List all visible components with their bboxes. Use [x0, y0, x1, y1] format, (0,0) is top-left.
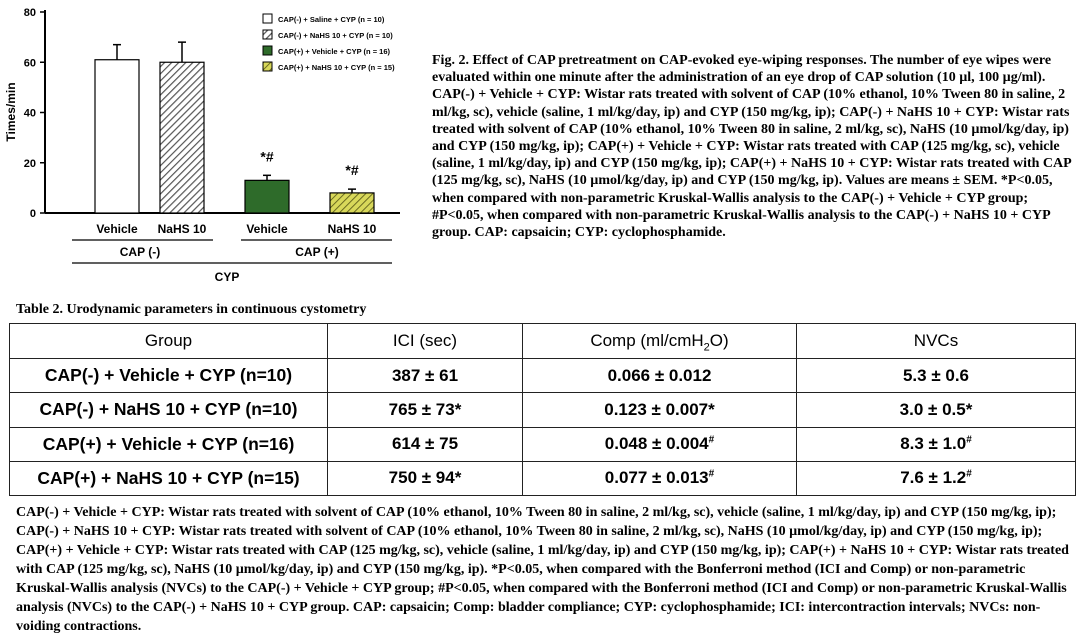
- cell-ici-value: 765 ± 73: [388, 399, 455, 419]
- cell-nvcs-value: 8.3 ± 1.0: [900, 434, 967, 454]
- bar: [94, 59, 140, 214]
- urodynamic-table: Group ICI (sec) Comp (ml/cmH2O) NVCs CAP…: [9, 323, 1076, 497]
- category-label: Vehicle: [96, 222, 138, 236]
- table-footnote: CAP(-) + Vehicle + CYP: Wistar rats trea…: [16, 505, 1069, 634]
- y-axis-label: Times/min: [4, 82, 18, 141]
- cell-comp-value: 0.123 ± 0.007: [604, 399, 709, 419]
- legend-swatch: [262, 29, 273, 40]
- figure-caption: Fig. 2. Effect of CAP pretreatment on CA…: [432, 53, 1071, 241]
- cell-group: CAP(+) + NaHS 10 + CYP (n=15): [9, 460, 328, 497]
- cell-ici: 750 ± 94*: [327, 460, 523, 497]
- header-comp-sub: 2: [703, 341, 710, 354]
- header-comp: Comp (ml/cmH2O): [522, 323, 797, 359]
- y-tick-label: 80: [24, 7, 36, 19]
- cell-ici-mark: *: [454, 399, 462, 419]
- cell-ici-value: 614 ± 75: [391, 434, 459, 454]
- cell-group: CAP(+) + Vehicle + CYP (n=16): [9, 426, 328, 462]
- group-label: CAP (+): [295, 245, 338, 259]
- header-comp-end: O): [709, 331, 729, 350]
- legend-entry: CAP(+) + Vehicle + CYP (n = 16): [278, 47, 390, 56]
- cell-ici-value: 750 ± 94: [388, 468, 455, 488]
- table-row: CAP(-) + NaHS 10 + CYP (n=10) 765 ± 73* …: [9, 392, 1076, 428]
- group-label: CAP (-): [120, 245, 160, 259]
- cell-nvcs-value: 5.3 ± 0.6: [902, 365, 970, 385]
- cell-nvcs-mark: *: [965, 399, 973, 419]
- cell-comp: 0.066 ± 0.012: [522, 357, 797, 394]
- cell-comp: 0.077 ± 0.013#: [522, 460, 797, 497]
- cell-comp: 0.048 ± 0.004#: [522, 426, 797, 462]
- cell-nvcs: 7.6 ± 1.2#: [796, 460, 1076, 497]
- cell-ici: 614 ± 75: [327, 426, 523, 462]
- cell-nvcs: 8.3 ± 1.0#: [796, 426, 1076, 462]
- y-tick-label: 0: [30, 208, 36, 220]
- cell-comp-value: 0.077 ± 0.013: [604, 468, 709, 488]
- cell-comp-value: 0.066 ± 0.012: [607, 365, 712, 385]
- cell-comp-mark: #: [708, 468, 715, 480]
- cell-ici: 387 ± 61: [327, 357, 523, 394]
- cell-comp-mark: #: [708, 434, 715, 446]
- cell-group: CAP(-) + NaHS 10 + CYP (n=10): [9, 392, 328, 428]
- legend-swatch: [262, 45, 273, 56]
- significance-mark: *#: [345, 162, 358, 178]
- cell-nvcs-value: 3.0 ± 0.5: [899, 399, 966, 419]
- category-label: Vehicle: [246, 222, 288, 236]
- table-title: Table 2. Urodynamic parameters in contin…: [16, 302, 367, 317]
- bar: [329, 192, 375, 214]
- bar: [159, 61, 205, 214]
- bar-chart: 0 20 40 60 80 Times/min Vehicle NaHS 10 *# Vehicl…: [4, 7, 400, 284]
- cell-comp: 0.123 ± 0.007*: [522, 392, 797, 428]
- legend-swatch: [262, 61, 273, 72]
- cell-ici-mark: *: [454, 468, 462, 488]
- cell-nvcs-mark: #: [966, 434, 972, 446]
- table-row: CAP(-) + Vehicle + CYP (n=10) 387 ± 61 0…: [9, 357, 1076, 394]
- cell-nvcs: 3.0 ± 0.5*: [796, 392, 1076, 428]
- x-axis-label: CYP: [215, 270, 240, 284]
- y-tick-label: 40: [24, 108, 36, 120]
- legend-entry: CAP(+) + NaHS 10 + CYP (n = 15): [278, 63, 395, 72]
- cell-comp-value: 0.048 ± 0.004: [604, 434, 709, 454]
- bar: [244, 179, 290, 214]
- legend-entry: CAP(-) + Saline + CYP (n = 10): [278, 15, 385, 24]
- header-comp-main: Comp (ml/cmH: [590, 331, 704, 350]
- cell-group: CAP(-) + Vehicle + CYP (n=10): [9, 357, 328, 394]
- category-label: NaHS 10: [328, 222, 377, 236]
- cell-ici-value: 387 ± 61: [391, 365, 459, 385]
- cell-nvcs-value: 7.6 ± 1.2: [900, 468, 967, 488]
- significance-mark: *#: [260, 148, 273, 164]
- y-tick-label: 20: [24, 158, 36, 170]
- table-header-row: Group ICI (sec) Comp (ml/cmH2O) NVCs: [9, 323, 1076, 359]
- table-row: CAP(+) + Vehicle + CYP (n=16) 614 ± 75 0…: [9, 426, 1076, 462]
- header-group: Group: [9, 323, 328, 359]
- category-label: NaHS 10: [158, 222, 207, 236]
- table-row: CAP(+) + NaHS 10 + CYP (n=15) 750 ± 94* …: [9, 460, 1076, 497]
- header-nvcs: NVCs: [796, 323, 1076, 359]
- legend-entry: CAP(-) + NaHS 10 + CYP (n = 10): [278, 31, 393, 40]
- cell-nvcs-mark: #: [966, 468, 972, 480]
- legend-swatch: [262, 13, 273, 24]
- cell-nvcs: 5.3 ± 0.6: [796, 357, 1076, 394]
- cell-comp-mark: *: [708, 399, 715, 419]
- cell-ici: 765 ± 73*: [327, 392, 523, 428]
- header-ici: ICI (sec): [327, 323, 523, 359]
- figure-2: 0 20 40 60 80 Times/min Vehicle NaHS 10 *# Vehicl…: [0, 0, 425, 300]
- y-tick-label: 60: [24, 57, 36, 69]
